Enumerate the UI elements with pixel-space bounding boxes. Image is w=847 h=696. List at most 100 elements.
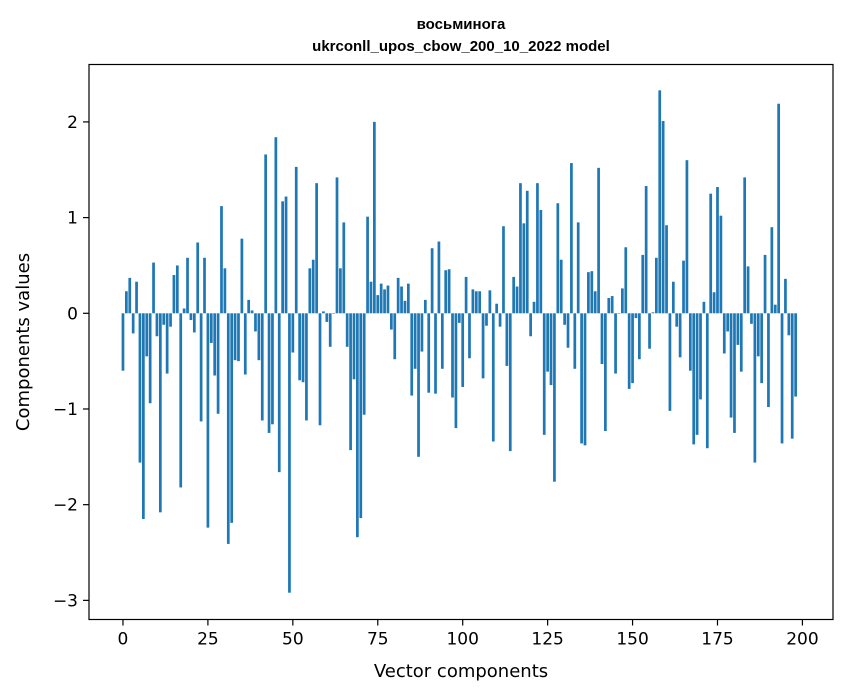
bar [274,137,278,314]
bar [162,313,166,325]
bar [733,313,736,433]
bar [780,313,784,444]
bar [471,289,475,314]
bar [668,313,672,411]
bar [206,313,210,528]
y-tick-label: −3 [53,591,78,611]
bar [566,313,570,348]
bar [142,313,145,520]
bar [753,313,757,463]
bar [138,313,142,463]
bar [437,241,441,314]
bar [192,313,196,333]
bar [692,313,696,445]
bar [420,313,424,352]
bar [542,313,546,435]
bar [352,313,356,380]
bar [298,313,301,381]
bar [549,313,553,386]
y-axis-label: Components values [13,253,34,431]
bar [474,291,478,314]
bar [305,313,308,421]
bar [736,313,740,345]
bar [226,313,230,544]
x-tick-label: 150 [616,630,648,650]
bar [410,313,414,396]
bar [573,313,577,369]
bar [342,222,346,314]
bar [488,290,492,314]
bar [315,183,318,314]
bar [148,313,152,404]
bar [743,177,747,314]
bar [155,313,159,337]
x-axis-label: Vector components [374,661,548,682]
bar [417,313,420,457]
bar [390,313,393,330]
bar [570,163,573,314]
bar [502,226,505,314]
y-tick-label: 2 [67,113,78,133]
bar [563,313,566,325]
bar [277,313,281,473]
bar [128,277,132,314]
bar [447,269,451,314]
bar [369,281,373,314]
bar [308,268,312,314]
bar [760,313,764,384]
bar [233,313,237,361]
x-tick-label: 75 [367,630,389,650]
x-tick-label: 0 [118,630,129,650]
bar [311,259,315,314]
bar [614,313,617,374]
bar [587,272,590,314]
bar [349,313,352,451]
bar [709,193,713,314]
plot-frame [88,63,834,621]
bar [491,313,495,442]
bar [661,120,665,314]
bar [461,313,465,387]
bar [529,313,532,337]
bar [332,313,335,314]
chart-title-line2: ukrconll_upos_cbow_200_10_2022 model [312,38,610,55]
bar [631,313,634,384]
bar [627,313,631,389]
bar [671,281,675,314]
bar [485,313,488,326]
bar [271,313,274,425]
bar [230,313,234,523]
bar [318,313,322,426]
x-tick-label: 100 [446,630,478,650]
bar [288,313,291,593]
bar [396,277,400,314]
x-tick-label: 175 [701,630,733,650]
bar [685,160,689,314]
bar [770,227,774,314]
bar [158,313,162,513]
bar [654,257,658,314]
bar [257,313,261,361]
bar [345,313,349,347]
bar [678,313,682,358]
x-tick-label: 200 [786,630,818,650]
bar [267,313,271,433]
bar [254,313,257,332]
bar-series [121,90,797,593]
bar [179,313,183,488]
bar [722,313,726,354]
bar [209,313,213,343]
bar [131,313,135,334]
bar [325,313,329,322]
bar [444,270,448,314]
bar [440,313,444,369]
bar [617,313,621,314]
bar [634,313,638,319]
bar [379,283,383,314]
bar [169,313,172,327]
bar [498,313,502,327]
bar [427,313,431,393]
bar [362,313,366,415]
bar [750,313,753,324]
bar [359,313,363,519]
